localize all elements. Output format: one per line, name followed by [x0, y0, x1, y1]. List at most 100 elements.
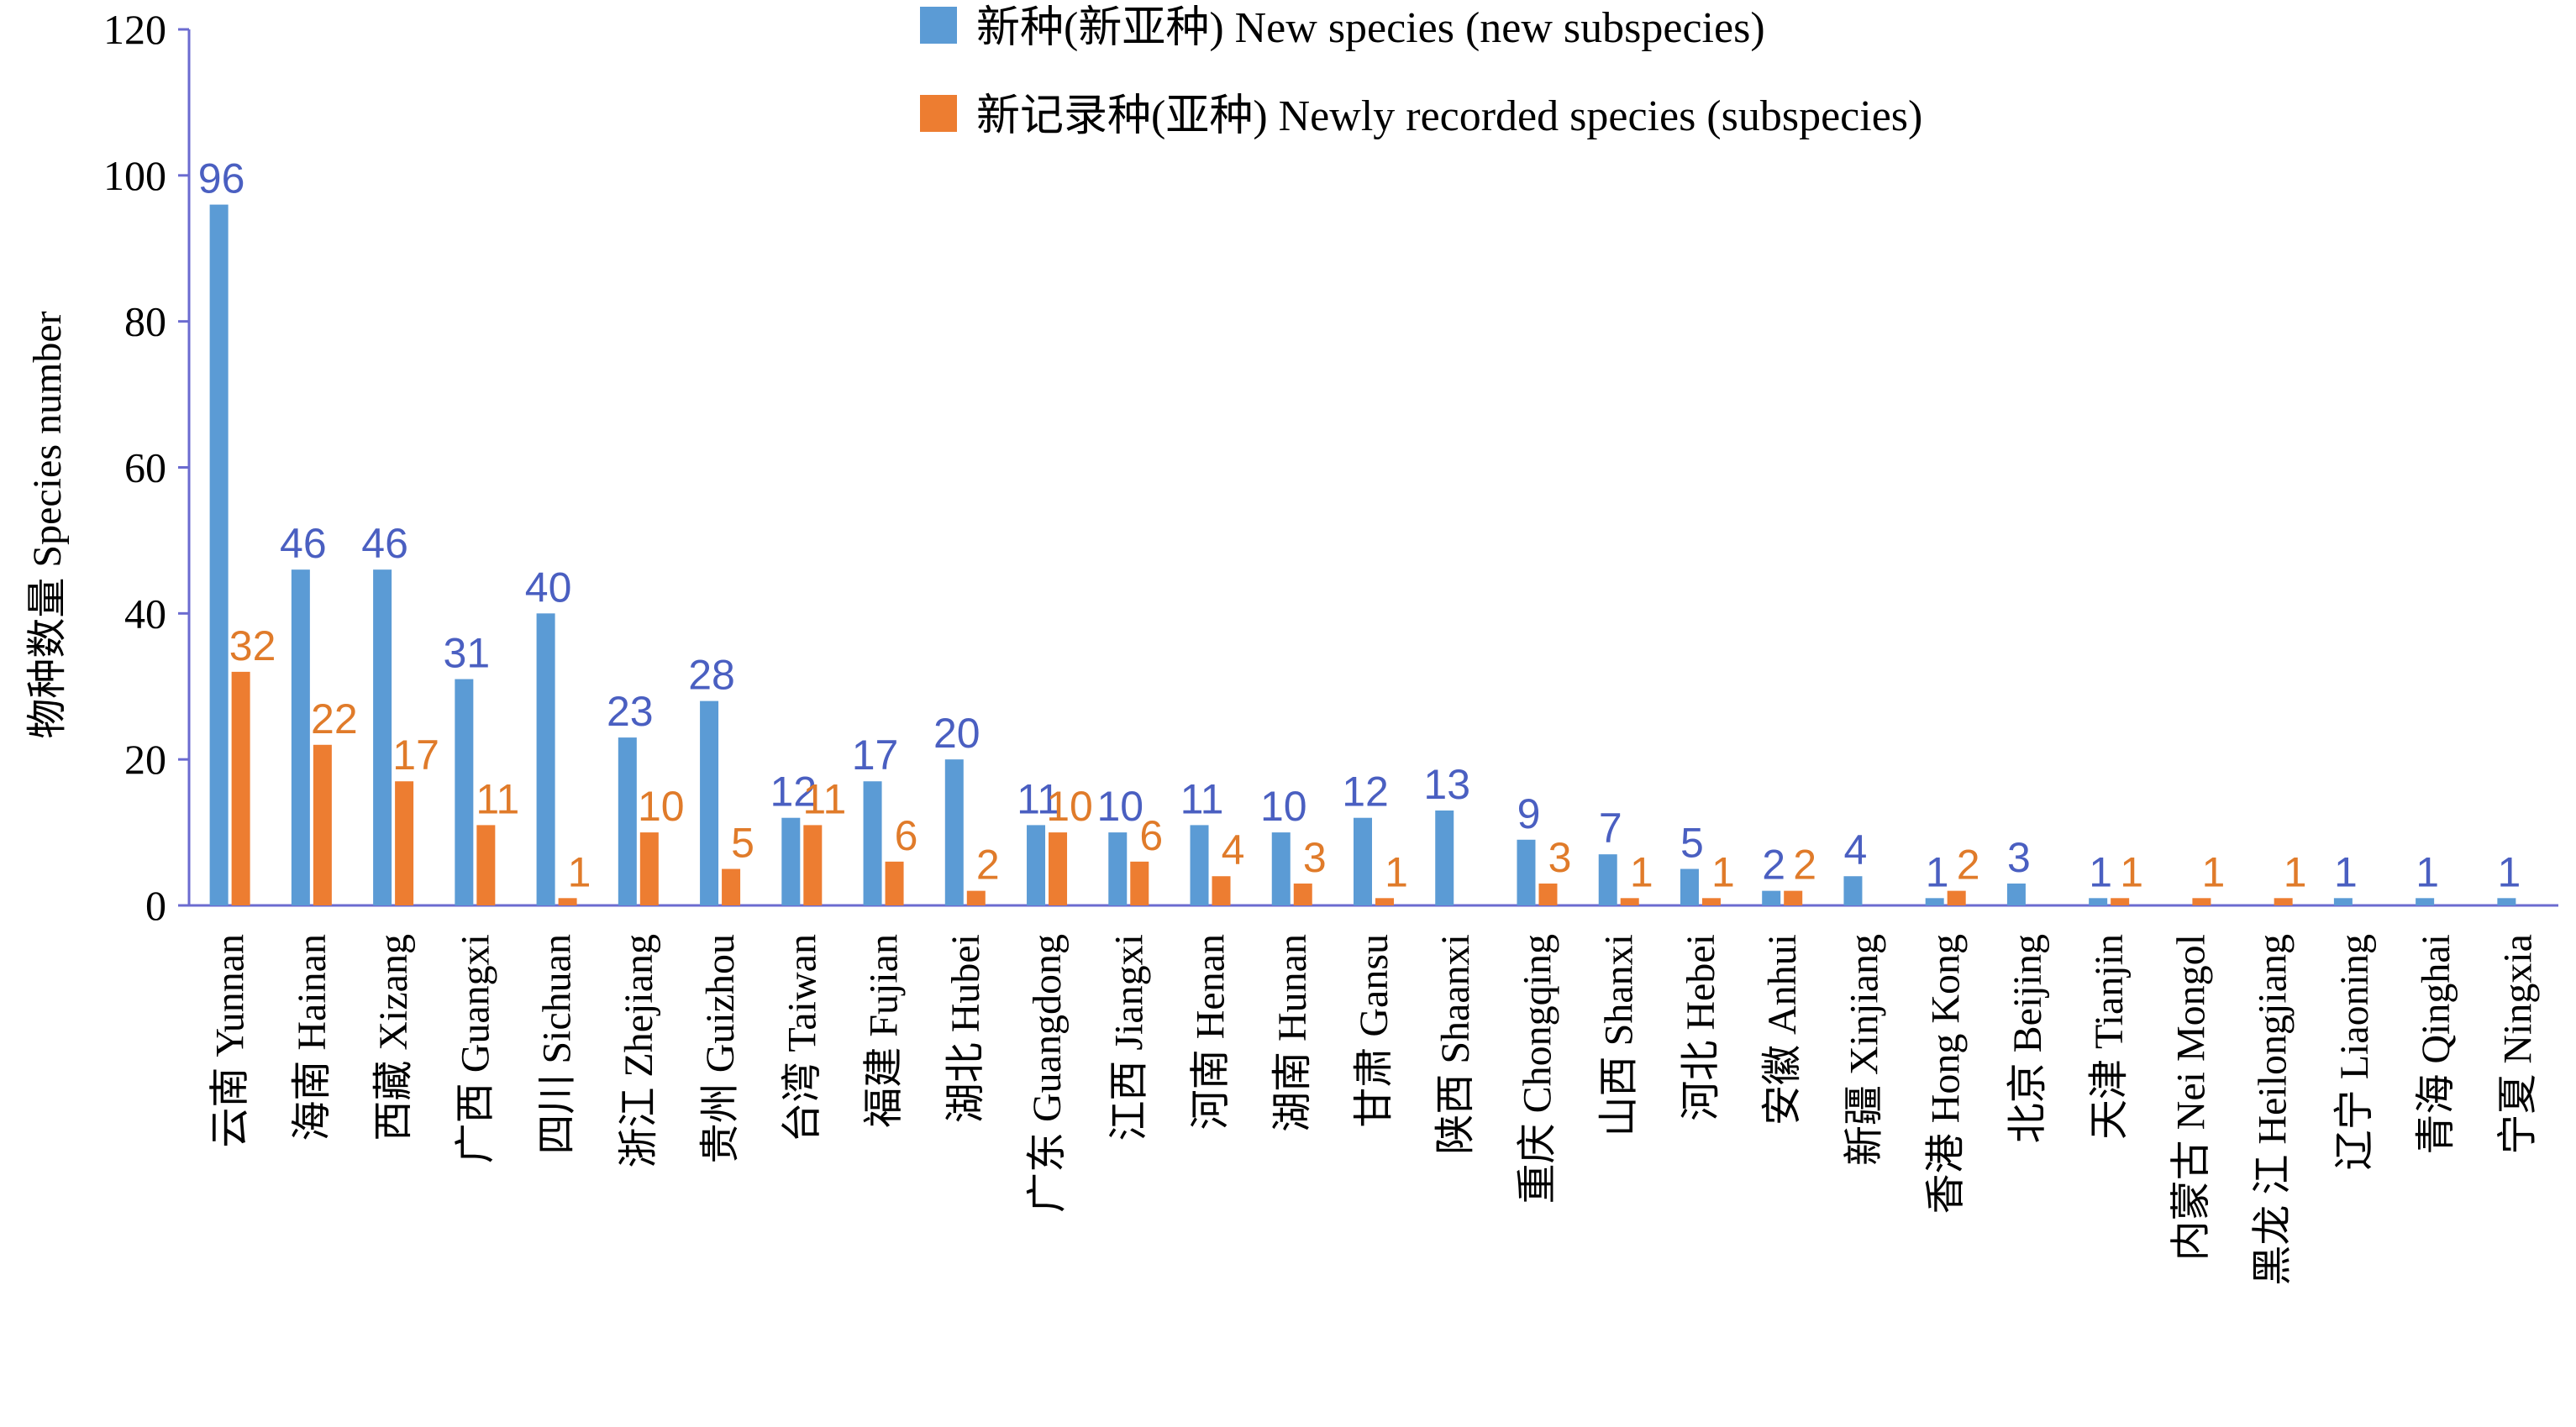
bar-new-species [1517, 839, 1536, 905]
bar-new-species [373, 569, 392, 905]
data-label-new-species: 46 [280, 520, 327, 567]
data-label-newly-recorded: 2 [976, 842, 1000, 889]
category-label: 新疆 Xinjiang [1842, 934, 1886, 1166]
bar-newly-recorded [476, 825, 496, 905]
bar-newly-recorded [1212, 876, 1231, 905]
data-label-new-species: 40 [525, 564, 572, 611]
data-label-newly-recorded: 3 [1548, 834, 1572, 881]
category-label: 福建 Fujian [862, 934, 907, 1128]
category-label: 河北 Hebei [1679, 934, 1723, 1121]
bar-new-species [618, 737, 637, 905]
data-label-new-species: 17 [852, 732, 899, 779]
bar-new-species [1190, 825, 1209, 905]
legend-label-newly-recorded: 新记录种(亚种) Newly recorded species (subspec… [976, 92, 1922, 140]
bar-new-species [700, 700, 719, 905]
category-label: 辽宁 Liaoning [2332, 934, 2377, 1170]
legend: 新种(新亚种) New species (new subspecies) 新记录… [920, 4, 1922, 140]
category-label: 浙江 Zhejiang [617, 934, 661, 1168]
bar-new-species [863, 781, 882, 905]
category-label: 湖北 Hubei [944, 934, 988, 1123]
data-label-new-species: 96 [198, 155, 245, 202]
data-label-new-species: 13 [1423, 761, 1470, 808]
bar-newly-recorded [1293, 883, 1312, 905]
bar-newly-recorded [1620, 898, 1639, 905]
bar-newly-recorded [1049, 832, 1068, 905]
legend-label-new-species: 新种(新亚种) New species (new subspecies) [976, 4, 1765, 52]
data-label-new-species: 11 [1017, 775, 1060, 822]
y-tick-label: 60 [124, 444, 166, 491]
bar-new-species [1027, 825, 1046, 905]
bar-new-species [1108, 832, 1128, 905]
data-labels: 9632462246173111401231028512111762021110… [198, 155, 2521, 896]
bar-new-species [291, 569, 310, 905]
data-label-newly-recorded: 1 [1630, 848, 1653, 895]
bar-new-species [1925, 898, 1944, 905]
data-label-new-species: 9 [1517, 790, 1541, 837]
category-label: 内蒙古 Nei Mongol [2169, 934, 2213, 1261]
category-label: 重庆 Chongqing [1515, 934, 1559, 1204]
data-label-new-species: 46 [361, 520, 408, 567]
category-label: 甘肃 Gansu [1352, 934, 1396, 1128]
category-label: 云南 Yunnan [208, 934, 253, 1148]
category-label: 四川 Sichuan [535, 934, 580, 1155]
legend-swatch-newly-recorded [920, 95, 957, 132]
data-label-new-species: 10 [1260, 783, 1307, 830]
category-label: 黑龙 江 Heilongjiang [2251, 934, 2295, 1286]
bar-new-species [2006, 883, 2026, 905]
bar-newly-recorded [1130, 861, 1149, 905]
data-label-newly-recorded: 17 [392, 732, 439, 779]
bar-newly-recorded [1701, 898, 1721, 905]
data-label-new-species: 7 [1599, 805, 1622, 852]
data-label-new-species: 1 [2416, 848, 2439, 895]
data-label-newly-recorded: 3 [1303, 834, 1327, 881]
data-label-new-species: 3 [2007, 834, 2031, 881]
category-label: 山西 Shanxi [1597, 934, 1642, 1136]
bar-newly-recorded [231, 671, 250, 905]
bar-newly-recorded [885, 861, 904, 905]
data-label-newly-recorded: 2 [1957, 842, 1980, 889]
data-label-newly-recorded: 2 [1793, 842, 1816, 889]
category-label: 安徽 Anhui [1760, 934, 1805, 1125]
data-label-newly-recorded: 4 [1222, 826, 1245, 874]
category-label: 西藏 Xizang [371, 934, 416, 1141]
bar-new-species [1435, 811, 1454, 905]
category-label: 河南 Henan [1189, 934, 1233, 1130]
data-label-newly-recorded: 1 [568, 848, 591, 895]
bar-new-species [1680, 868, 1699, 905]
data-label-new-species: 11 [1180, 775, 1224, 822]
category-label: 海南 Hainan [290, 934, 334, 1141]
bar-newly-recorded [1947, 890, 1966, 905]
bar-new-species [1271, 832, 1291, 905]
data-label-newly-recorded: 11 [476, 775, 519, 822]
bar-new-species [944, 759, 964, 905]
data-label-newly-recorded: 10 [638, 783, 685, 830]
data-label-newly-recorded: 6 [895, 812, 918, 859]
bar-new-species [2333, 898, 2353, 905]
data-label-new-species: 1 [2334, 848, 2358, 895]
data-label-new-species: 31 [444, 630, 491, 677]
bar-newly-recorded [1538, 883, 1558, 905]
bar-new-species [1843, 876, 1863, 905]
y-ticks: 0 20 40 60 80 100 120 [103, 6, 189, 929]
data-label-newly-recorded: 32 [229, 622, 276, 669]
bar-newly-recorded [313, 744, 332, 905]
category-label: 香港 Hong Kong [1924, 934, 1969, 1214]
category-labels: 云南 Yunnan 海南 Hainan 西藏 Xizang 广西 Guangxi 四川 … [208, 934, 2541, 1286]
category-label: 青海 Qinghai [2414, 934, 2458, 1155]
bar-new-species [209, 204, 229, 906]
data-label-new-species: 1 [1926, 848, 1949, 895]
bar-new-species [536, 613, 555, 905]
bar-new-species [2497, 898, 2516, 905]
category-label: 广西 Guangxi [453, 934, 497, 1163]
category-label: 天津 Tianjin [2087, 934, 2132, 1140]
y-tick-label: 80 [124, 298, 166, 345]
y-tick-label: 100 [103, 152, 166, 199]
data-label-newly-recorded: 6 [1139, 812, 1163, 859]
data-label-newly-recorded: 11 [802, 775, 846, 822]
data-label-newly-recorded: 5 [731, 820, 754, 867]
category-label: 台湾 Taiwan [780, 934, 824, 1143]
legend-swatch-new-species [920, 7, 957, 44]
bar-newly-recorded [803, 825, 823, 905]
y-tick-label: 0 [145, 882, 166, 929]
